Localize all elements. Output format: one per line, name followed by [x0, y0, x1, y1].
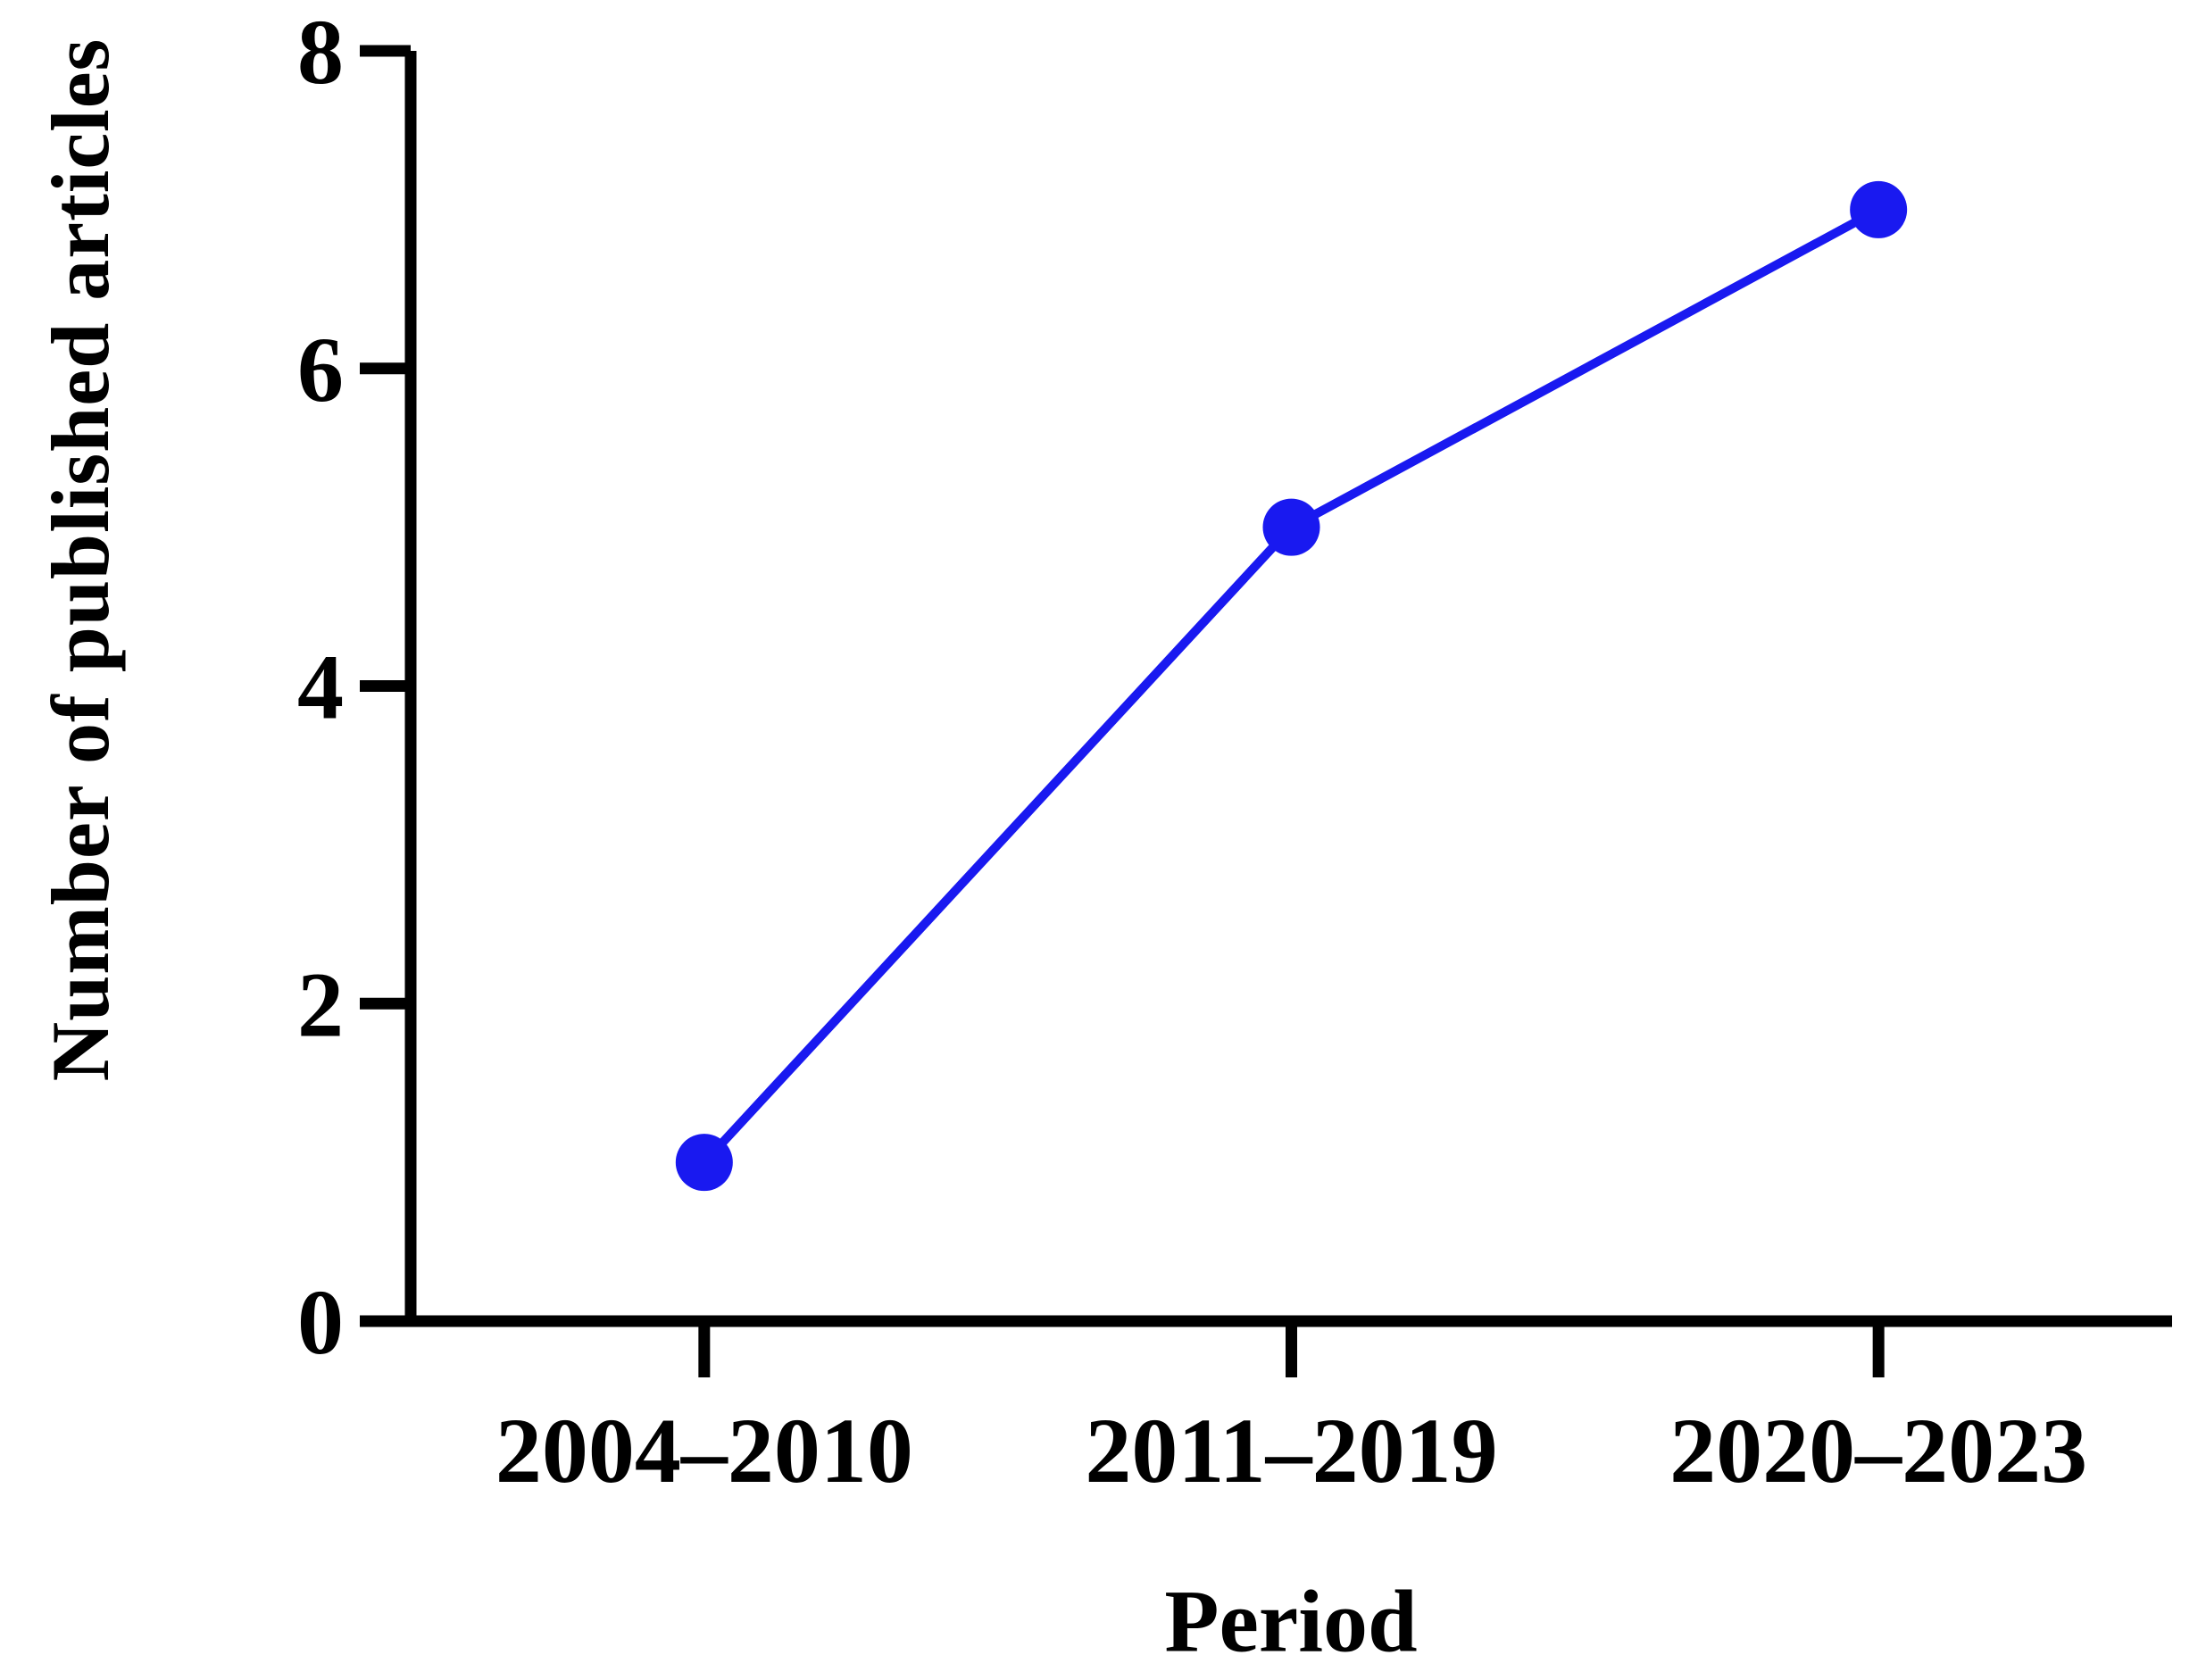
y-axis-title: Number of published articles [35, 37, 126, 1082]
data-line [701, 205, 1881, 1166]
x-tick-label: 2004–2010 [495, 1400, 913, 1502]
y-tick-label: 8 [297, 1, 344, 104]
x-tick-label: 2011–2019 [1085, 1400, 1497, 1502]
data-point [675, 1134, 733, 1192]
data-point [1262, 498, 1320, 556]
x-axis-title: Period [1164, 1571, 1418, 1671]
y-tick-label: 4 [297, 636, 344, 739]
x-tick-label: 2020–2023 [1669, 1400, 2087, 1502]
data-point [1850, 180, 1908, 238]
y-tick-label: 6 [297, 319, 344, 421]
y-tick-label: 0 [297, 1271, 344, 1374]
y-tick-label: 2 [297, 953, 344, 1056]
